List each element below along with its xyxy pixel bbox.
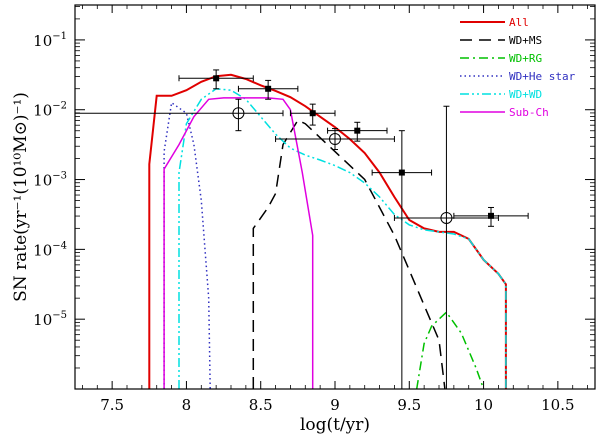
y-tick-label: 10−4 (33, 240, 67, 259)
x-tick-label: 9 (330, 396, 340, 414)
series-line-all (148, 73, 507, 389)
legend-label: WD+He star (509, 70, 576, 83)
series-line-wd-he-star (163, 101, 211, 389)
y-axis-title: SN rate(yr⁻¹(10¹⁰M⊙)⁻¹) (11, 92, 31, 302)
series-line-wd-rg (415, 311, 485, 389)
x-tick-label: 7.5 (100, 396, 124, 414)
y-tick-label: 10−1 (33, 31, 67, 50)
obs-circle-marker (232, 107, 245, 120)
obs-circle-marker (440, 211, 453, 224)
series-line-wd-ms (252, 119, 446, 389)
y-tick-label: 10−5 (33, 310, 67, 329)
obs-square-marker (488, 212, 494, 219)
y-tick-label: 10−3 (33, 171, 67, 190)
obs-square-marker (398, 169, 405, 176)
legend-label: All (509, 16, 529, 29)
series-line-sub-ch (163, 97, 314, 389)
x-axis-title: log(t/yr) (300, 415, 370, 435)
legend-label: WD+MS (509, 34, 542, 47)
x-tick-label: 8 (182, 396, 192, 414)
legend: All WD+MS WD+RG WD+He star WD+WD Sub-Ch (460, 16, 576, 119)
obs-square-marker (265, 85, 272, 92)
x-tick-label: 8.5 (249, 396, 273, 414)
obs-circle-marker (329, 133, 341, 146)
x-tick-label: 10.5 (541, 396, 574, 414)
plot-area (75, 69, 529, 389)
legend-label: WD+WD (509, 88, 542, 101)
axis-ticks: 7.5 8 8.5 9 9.5 10 10.5 10−1 10−2 10−3 10−4 10−5 (33, 5, 595, 414)
y-tick-label: 10−2 (33, 101, 67, 120)
x-tick-label: 10 (474, 396, 493, 414)
obs-square-marker (354, 127, 361, 134)
obs-square-marker (213, 75, 220, 82)
obs-square-marker (309, 110, 316, 117)
legend-label: WD+RG (509, 52, 542, 65)
legend-label: Sub-Ch (509, 106, 549, 119)
x-tick-label: 9.5 (397, 396, 421, 414)
